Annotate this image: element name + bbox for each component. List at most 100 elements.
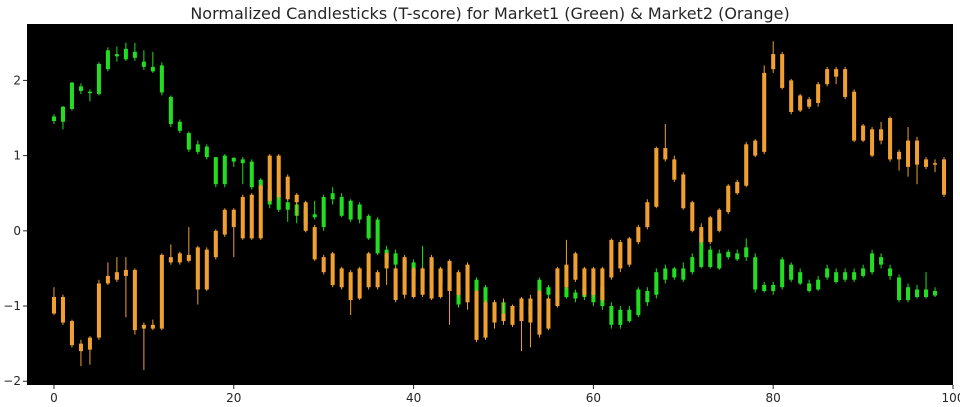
- candle-series-2-x87: [834, 66, 839, 85]
- candle-series-2-x14: [177, 251, 182, 265]
- candle-body: [321, 196, 326, 228]
- axes: 0 20 40 60 80 100 −2 −1 0 1 2: [3, 73, 960, 405]
- candle-body: [573, 253, 578, 280]
- candle-body: [537, 290, 542, 335]
- candle-series-2-x66: [645, 199, 650, 230]
- candle-series-1-x70: [681, 262, 686, 282]
- candle-series-2-x5: [96, 279, 101, 340]
- candle-series-2-x27: [294, 193, 299, 216]
- candle-series-2-x3: [78, 339, 83, 367]
- candle-body: [636, 227, 641, 243]
- x-tick-label: 80: [766, 391, 781, 405]
- candle-series-2-x33: [348, 269, 353, 316]
- candle-series-1-x0: [51, 114, 56, 125]
- candle-body: [150, 66, 155, 72]
- candle-series-2-x35: [366, 251, 371, 290]
- candle-body: [159, 65, 164, 93]
- candle-body: [879, 257, 884, 265]
- candle-body: [312, 214, 317, 218]
- candle-series-1-x66: [645, 287, 650, 307]
- candle-body: [330, 193, 335, 200]
- candle-series-2-x4: [87, 336, 92, 365]
- candle-series-2-x23: [258, 184, 263, 240]
- candle-series-2-x75: [726, 184, 731, 215]
- candle-body: [663, 148, 668, 160]
- candle-series-1-x7: [114, 46, 119, 62]
- candle-series-2-x85: [816, 81, 821, 107]
- candle-series-1-x81: [780, 257, 785, 290]
- candle-series-2-x92: [879, 121, 884, 145]
- candle-series-2-x86: [825, 66, 830, 87]
- candle-series-1-x38: [393, 249, 398, 269]
- candle-body: [645, 290, 650, 303]
- y-tick-label: 1: [13, 149, 21, 163]
- candle-body: [168, 257, 173, 263]
- candle-body: [564, 264, 569, 288]
- candle-body: [240, 196, 245, 239]
- candle-series-2-x93: [888, 116, 893, 162]
- candle-body: [672, 159, 677, 180]
- candle-series-1-x68: [663, 264, 668, 284]
- candle-series-1-x71: [690, 253, 695, 275]
- candle-body: [771, 284, 776, 291]
- candle-body: [222, 209, 227, 235]
- candle-body: [249, 194, 254, 239]
- candle-series-1-x83: [798, 268, 803, 285]
- candle-series-1-x93: [888, 264, 893, 280]
- candle-series-2-x31: [330, 251, 335, 288]
- candle-series-2-x56: [555, 266, 560, 308]
- candle-series-2-x51: [510, 304, 515, 328]
- candle-series-1-x12: [159, 62, 164, 96]
- candle-series-2-x88: [843, 66, 848, 100]
- candle-body: [798, 272, 803, 284]
- candle-series-2-x69: [672, 155, 677, 182]
- candle-series-2-x90: [861, 124, 866, 143]
- candle-body: [879, 129, 884, 141]
- candle-series-1-x95: [906, 283, 911, 303]
- candle-body: [105, 50, 110, 70]
- candle-series-1-x67: [654, 268, 659, 299]
- x-tick-label: 100: [942, 391, 960, 405]
- candle-body: [285, 202, 290, 210]
- candle-series-1-x86: [825, 264, 830, 280]
- candle-series-1-x31: [330, 187, 335, 205]
- candle-series-1-x87: [834, 268, 839, 284]
- candle-body: [591, 268, 596, 295]
- candle-series-2-x24: [267, 154, 272, 203]
- candle-series-2-x44: [447, 259, 452, 325]
- candle-body: [600, 268, 605, 301]
- candle-series-2-x70: [681, 172, 686, 210]
- candle-series-1-x3: [78, 83, 83, 94]
- candle-series-2-x95: [906, 127, 911, 177]
- candle-series-2-x82: [789, 78, 794, 115]
- y-tick-label: 0: [13, 224, 21, 238]
- candle-body: [753, 140, 758, 156]
- candle-series-1-x9: [132, 42, 137, 61]
- candle-body: [690, 257, 695, 273]
- candle-series-1-x18: [213, 157, 218, 188]
- candle-series-2-x61: [600, 266, 605, 303]
- candle-series-2-x26: [285, 174, 290, 201]
- candle-series-2-x81: [780, 51, 785, 90]
- candle-series-2-x12: [159, 253, 164, 331]
- candle-body: [249, 161, 254, 188]
- candle-series-2-x20: [231, 208, 236, 258]
- candle-series-2-x79: [762, 65, 767, 155]
- candle-body: [834, 69, 839, 77]
- candle-body: [393, 253, 398, 265]
- candle-series-2-x73: [708, 215, 713, 245]
- candle-body: [96, 283, 101, 338]
- candle-body: [915, 140, 920, 165]
- candle-body: [726, 251, 731, 258]
- candle-series-1-x20: [231, 157, 236, 167]
- candle-body: [807, 283, 812, 291]
- candle-body: [348, 200, 353, 220]
- candle-series-2-x55: [546, 297, 551, 331]
- candle-series-1-x14: [177, 119, 182, 134]
- candle-body: [258, 185, 263, 239]
- candle-body: [366, 253, 371, 288]
- candle-series-1-x1: [60, 105, 65, 130]
- candle-body: [141, 61, 146, 67]
- plot-area: [27, 24, 953, 385]
